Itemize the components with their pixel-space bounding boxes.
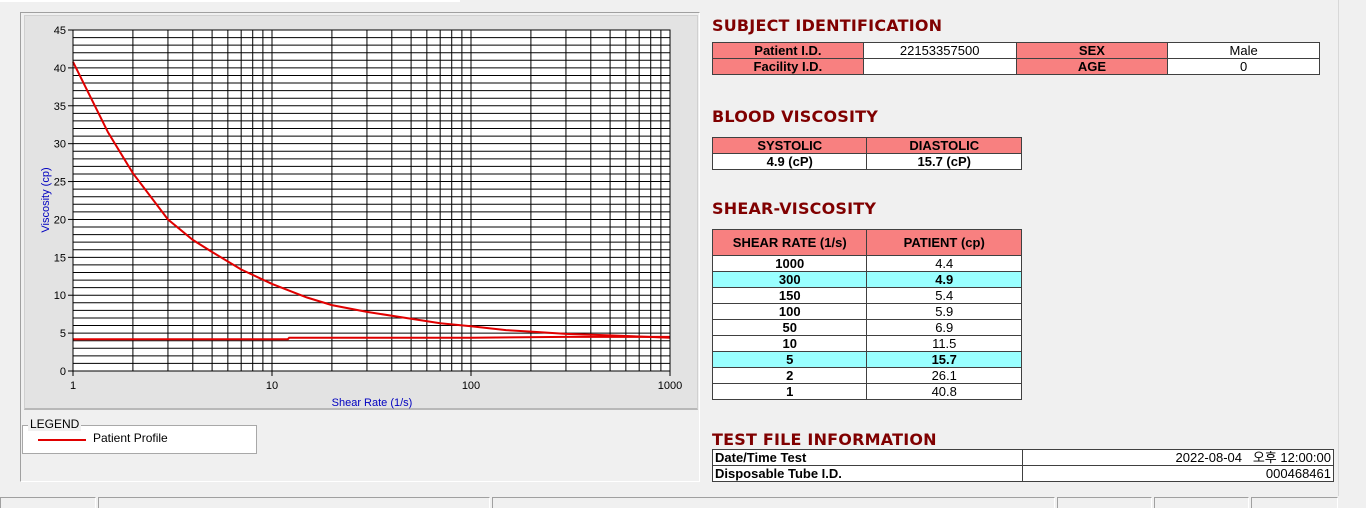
subject-title: SUBJECT IDENTIFICATION [712, 16, 943, 35]
systolic-label: SYSTOLIC [711, 137, 868, 154]
y-tick-label: 40 [54, 63, 66, 75]
shear-row: 150 5.4 [711, 287, 1022, 304]
shear-row: 1000 4.4 [711, 255, 1022, 272]
facility-id-label: Facility I.D. [712, 58, 864, 75]
shear-rate-cell: 2 [711, 367, 868, 384]
patient-cp-cell: 5.4 [866, 287, 1022, 304]
patient-cp-cell: 11.5 [866, 335, 1022, 352]
patient-cp-cell: 4.4 [866, 255, 1022, 272]
patient-cp-cell: 15.7 [866, 351, 1022, 368]
shear-row: 50 6.9 [711, 319, 1022, 336]
y-tick-label: 20 [54, 214, 66, 226]
sex-label: SEX [1015, 42, 1169, 59]
tube-id-label: Disposable Tube I.D. [711, 465, 1024, 482]
status-bar [0, 496, 1366, 508]
shear-rate-cell: 1 [711, 383, 868, 400]
shear-row: 300 4.9 [711, 271, 1022, 288]
age-value: 0 [1167, 58, 1320, 75]
patient-id-value: 22153357500 [862, 42, 1017, 59]
x-tick-label: 100 [462, 380, 480, 392]
diastolic-label: DIASTOLIC [866, 137, 1022, 154]
patient-cp-cell: 6.9 [866, 319, 1022, 336]
shear-rows: 1000 4.4 300 4.9 150 5.4 100 5.9 50 6.9 10 11.5 5 15.… [711, 255, 1022, 400]
status-pane-6 [1251, 497, 1338, 508]
shear-rate-header: SHEAR RATE (1/s) [711, 229, 868, 256]
legend-entry: Patient Profile [93, 431, 168, 445]
y-tick-label: 10 [54, 290, 66, 302]
shear-rate-cell: 5 [711, 351, 868, 368]
patient-cp-cell: 26.1 [866, 367, 1022, 384]
x-tick-label: 10 [266, 380, 278, 392]
legend-line-swatch [38, 439, 86, 441]
shear-rate-cell: 300 [711, 271, 868, 288]
shear-table: SHEAR RATE (1/s) PATIENT (cp) 1000 4.4 300… [711, 229, 1022, 400]
y-tick-label: 5 [60, 328, 66, 340]
window-right-edge [1338, 0, 1366, 508]
chart-ticks: 0 5 10 15 20 25 30 35 40 45 1 10 100 1000 [54, 25, 682, 392]
date-time-label: Date/Time Test [711, 449, 1024, 466]
shear-row: 10 11.5 [711, 335, 1022, 352]
testfile-table: Date/Time Test 2022-08-04 오후 12:00:00 Di… [711, 449, 1334, 482]
x-axis-label: Shear Rate (1/s) [332, 397, 413, 409]
testfile-title: TEST FILE INFORMATION [712, 430, 937, 449]
systolic-value: 4.9 (cP) [711, 153, 868, 170]
shear-row: 5 15.7 [711, 351, 1022, 368]
status-pane-4 [1057, 497, 1152, 508]
shear-rate-cell: 10 [711, 335, 868, 352]
shear-title: SHEAR-VISCOSITY [712, 199, 877, 218]
status-pane-5 [1154, 497, 1249, 508]
sex-value: Male [1167, 42, 1320, 59]
patient-cp-cell: 4.9 [866, 271, 1022, 288]
shear-row: 2 26.1 [711, 367, 1022, 384]
shear-rate-cell: 150 [711, 287, 868, 304]
patient-cp-header: PATIENT (cp) [866, 229, 1022, 256]
x-tick-label: 1000 [658, 380, 682, 392]
status-pane-2 [98, 497, 490, 508]
y-axis-label: Viscosity (cp) [40, 167, 52, 232]
viscosity-chart: 0 5 10 15 20 25 30 35 40 45 1 10 100 1000 Shear Rate … [24, 15, 698, 410]
series-line [72, 61, 671, 339]
shear-row: 100 5.9 [711, 303, 1022, 320]
diastolic-value: 15.7 (cP) [866, 153, 1022, 170]
patient-id-label: Patient I.D. [712, 42, 864, 59]
y-tick-label: 30 [54, 139, 66, 151]
chart-series [72, 61, 671, 341]
y-tick-label: 45 [54, 25, 66, 37]
y-tick-label: 15 [54, 252, 66, 264]
subject-table: Patient I.D. 22153357500 SEX Male Facili… [712, 42, 1320, 75]
y-tick-label: 0 [60, 366, 66, 378]
series-line [73, 335, 670, 341]
blood-title: BLOOD VISCOSITY [712, 107, 879, 126]
shear-rate-cell: 100 [711, 303, 868, 320]
age-label: AGE [1015, 58, 1169, 75]
facility-id-value [862, 58, 1017, 75]
tube-id-value: 000468461 [1022, 465, 1334, 482]
shear-rate-cell: 50 [711, 319, 868, 336]
status-pane-1 [0, 497, 96, 508]
shear-rate-cell: 1000 [711, 255, 868, 272]
date-time-value: 2022-08-04 오후 12:00:00 [1022, 449, 1334, 466]
top-strip [0, 0, 1366, 8]
shear-row: 1 40.8 [711, 383, 1022, 400]
y-tick-label: 25 [54, 177, 66, 189]
plot-border [72, 29, 671, 372]
plot-area [73, 30, 670, 371]
status-pane-3 [492, 497, 1055, 508]
patient-cp-cell: 5.9 [866, 303, 1022, 320]
patient-cp-cell: 40.8 [866, 383, 1022, 400]
legend-title: LEGEND [28, 417, 82, 431]
chart-svg: 0 5 10 15 20 25 30 35 40 45 1 10 100 1000 Shear Rate … [40, 25, 682, 409]
x-tick-label: 1 [70, 380, 76, 392]
blood-table: SYSTOLIC DIASTOLIC 4.9 (cP) 15.7 (cP) [711, 137, 1022, 170]
y-tick-label: 35 [54, 101, 66, 113]
